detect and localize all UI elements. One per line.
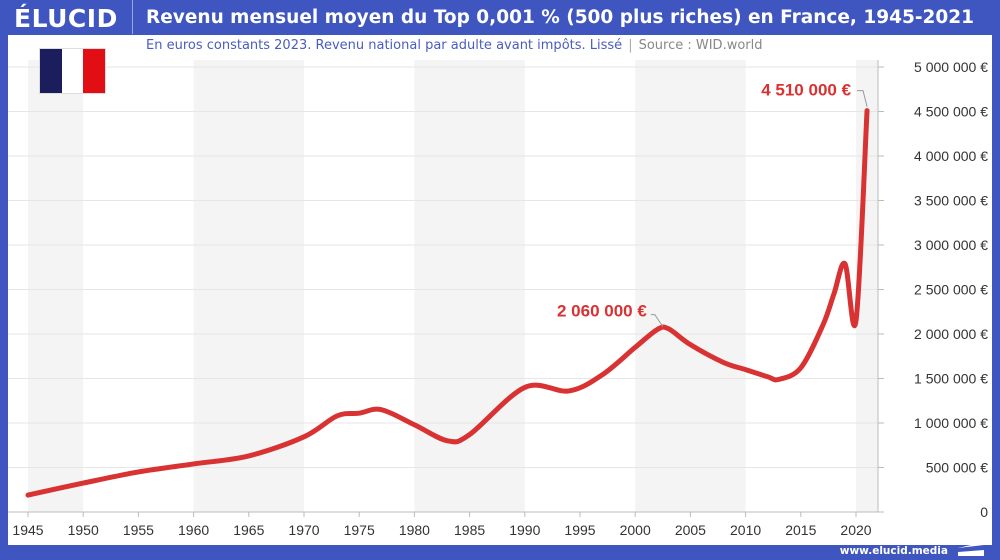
- y-tick-label: 4 000 000 €: [914, 148, 988, 164]
- y-tick-label: 5 000 000 €: [914, 59, 988, 75]
- x-tick-label: 1985: [454, 522, 485, 538]
- chart-title: Revenu mensuel moyen du Top 0,001 % (500…: [146, 7, 975, 28]
- y-tick-label: 1 500 000 €: [914, 371, 988, 387]
- y-tick-label: 0: [980, 504, 988, 520]
- shaded-band: [193, 60, 304, 512]
- x-tick-label: 1970: [288, 522, 319, 538]
- elucid-flag-mark-icon: [958, 542, 984, 556]
- annotation-label: 4 510 000 €: [761, 81, 851, 100]
- x-tick-label: 1980: [399, 522, 430, 538]
- flag-stripe-red: [83, 49, 106, 93]
- y-tick-label: 2 500 000 €: [914, 282, 988, 298]
- france-flag-icon: [39, 48, 106, 94]
- x-tick-label: 1960: [178, 522, 209, 538]
- x-tick-label: 1975: [344, 522, 375, 538]
- y-tick-label: 3 500 000 €: [914, 193, 988, 209]
- y-tick-label: 4 500 000 €: [914, 104, 988, 120]
- y-tick-label: 500 000 €: [926, 460, 988, 476]
- flag-stripe-blue: [40, 49, 62, 93]
- y-tick-label: 1 000 000 €: [914, 415, 988, 431]
- elucid-logo: ÉLUCID: [14, 4, 118, 33]
- subtitle: En euros constants 2023. Revenu national…: [146, 38, 763, 53]
- subtitle-text: En euros constants 2023. Revenu national…: [146, 38, 623, 53]
- shaded-band: [414, 60, 525, 512]
- flag-stripe-white: [61, 49, 84, 93]
- shaded-band: [28, 60, 84, 512]
- annotation-leader: [650, 314, 664, 327]
- x-tick-label: 2015: [785, 522, 816, 538]
- annotation-label: 2 060 000 €: [557, 302, 647, 321]
- x-tick-label: 2010: [730, 522, 761, 538]
- shaded-band: [856, 60, 878, 512]
- x-tick-label: 1990: [509, 522, 540, 538]
- header-divider: [132, 0, 133, 34]
- x-tick-label: 2000: [620, 522, 651, 538]
- header: ÉLUCID Revenu mensuel moyen du Top 0,001…: [0, 0, 1000, 36]
- x-tick-label: 1945: [12, 522, 43, 538]
- x-tick-label: 2005: [675, 522, 706, 538]
- y-tick-label: 3 000 000 €: [914, 237, 988, 253]
- annotation-leader: [857, 90, 868, 107]
- shaded-band: [635, 60, 746, 512]
- x-tick-label: 1950: [68, 522, 99, 538]
- x-tick-label: 1955: [123, 522, 154, 538]
- x-tick-label: 2020: [840, 522, 871, 538]
- series-line: [25, 108, 870, 498]
- y-tick-label: 2 000 000 €: [914, 326, 988, 342]
- source-text: Source : WID.world: [638, 38, 763, 53]
- x-tick-label: 1995: [564, 522, 595, 538]
- website-link[interactable]: www.elucid.media: [839, 545, 948, 557]
- subtitle-separator: |: [628, 38, 633, 53]
- x-tick-label: 1965: [233, 522, 264, 538]
